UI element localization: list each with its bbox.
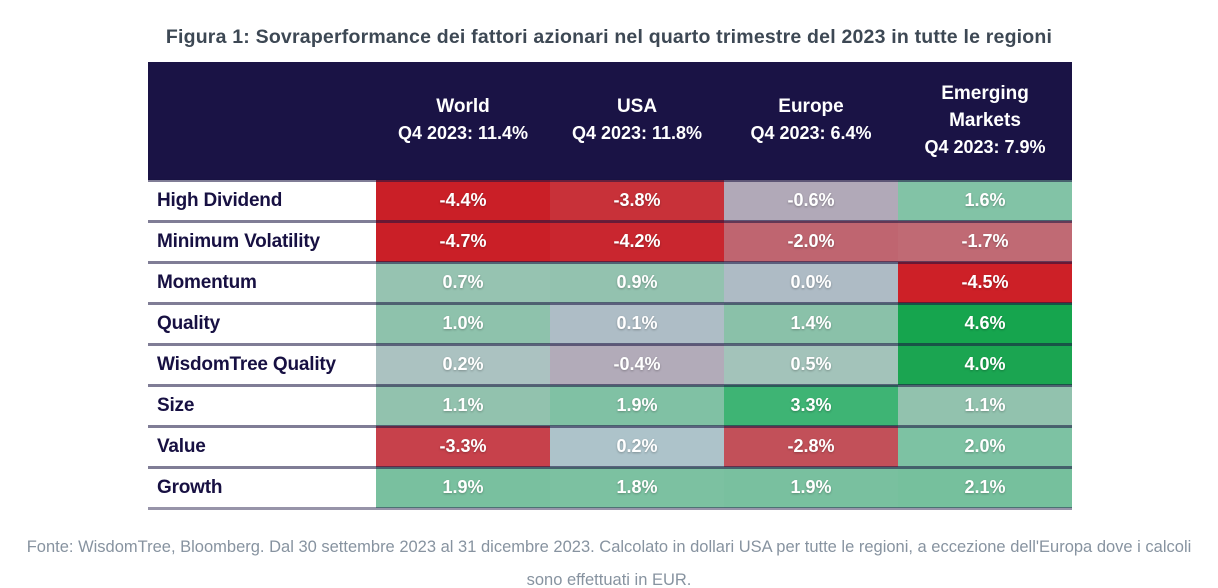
row-label-momentum: Momentum	[148, 260, 376, 303]
cell-value: 1.0%	[376, 301, 550, 344]
header-world: World Q4 2023: 11.4%	[376, 62, 550, 180]
cell-value: -3.3%	[376, 424, 550, 467]
table-row: Quality 1.0% 0.1% 1.4% 4.6%	[148, 301, 1072, 344]
row-label-value: Value	[148, 424, 376, 467]
cell-value: 1.1%	[376, 383, 550, 426]
row-label-size: Size	[148, 383, 376, 426]
factor-performance-table: World Q4 2023: 11.4% USA Q4 2023: 11.8% …	[148, 62, 1072, 510]
cell-value: -2.8%	[724, 424, 898, 467]
header-usa: USA Q4 2023: 11.8%	[550, 62, 724, 180]
cell-value: -4.7%	[376, 219, 550, 262]
cell-value: 3.3%	[724, 383, 898, 426]
row-label-growth: Growth	[148, 465, 376, 508]
cell-value: -3.8%	[550, 178, 724, 221]
row-label-quality: Quality	[148, 301, 376, 344]
cell-value: 0.9%	[550, 260, 724, 303]
table-row: Growth 1.9% 1.8% 1.9% 2.1%	[148, 465, 1072, 508]
cell-value: 1.9%	[724, 465, 898, 508]
cell-value: 1.4%	[724, 301, 898, 344]
cell-value: 4.0%	[898, 342, 1072, 385]
table-row: Size 1.1% 1.9% 3.3% 1.1%	[148, 383, 1072, 426]
table-row: Momentum 0.7% 0.9% 0.0% -4.5%	[148, 260, 1072, 303]
cell-value: 0.5%	[724, 342, 898, 385]
header-europe: Europe Q4 2023: 6.4%	[724, 62, 898, 180]
header-world-return: Q4 2023: 11.4%	[397, 123, 529, 144]
table-row: High Dividend -4.4% -3.8% -0.6% 1.6%	[148, 178, 1072, 221]
header-world-label: World	[436, 96, 490, 118]
row-label-wisdomtree-quality: WisdomTree Quality	[148, 342, 376, 385]
header-corner-cell	[148, 62, 376, 180]
heatmap-table: World Q4 2023: 11.4% USA Q4 2023: 11.8% …	[148, 62, 1072, 510]
cell-value: 0.2%	[376, 342, 550, 385]
cell-value: 1.1%	[898, 383, 1072, 426]
cell-value: 1.9%	[376, 465, 550, 508]
cell-value: 4.6%	[898, 301, 1072, 344]
header-emerging-markets: Emerging Markets Q4 2023: 7.9%	[898, 62, 1072, 180]
row-label-minimum-volatility: Minimum Volatility	[148, 219, 376, 262]
cell-value: 0.2%	[550, 424, 724, 467]
header-row: World Q4 2023: 11.4% USA Q4 2023: 11.8% …	[148, 62, 1072, 180]
cell-value: 1.9%	[550, 383, 724, 426]
table-row: Value -3.3% 0.2% -2.8% 2.0%	[148, 424, 1072, 467]
cell-value: -0.6%	[724, 178, 898, 221]
table-row: Minimum Volatility -4.7% -4.2% -2.0% -1.…	[148, 219, 1072, 262]
cell-value: -4.5%	[898, 260, 1072, 303]
cell-value: 1.8%	[550, 465, 724, 508]
cell-value: 2.1%	[898, 465, 1072, 508]
cell-value: -4.4%	[376, 178, 550, 221]
cell-value: 0.7%	[376, 260, 550, 303]
source-note: Fonte: WisdomTree, Bloomberg. Dal 30 set…	[26, 538, 1192, 588]
cell-value: 0.0%	[724, 260, 898, 303]
cell-value: 1.6%	[898, 178, 1072, 221]
header-emerging-markets-return: Q4 2023: 7.9%	[924, 136, 1046, 157]
cell-value: 2.0%	[898, 424, 1072, 467]
cell-value: -2.0%	[724, 219, 898, 262]
figure-title: Figura 1: Sovraperformance dei fattori a…	[165, 26, 1053, 48]
row-label-high-dividend: High Dividend	[148, 178, 376, 221]
table-row: WisdomTree Quality 0.2% -0.4% 0.5% 4.0%	[148, 342, 1072, 385]
table-body: High Dividend -4.4% -3.8% -0.6% 1.6% Min…	[148, 178, 1072, 508]
header-europe-return: Q4 2023: 6.4%	[750, 123, 872, 144]
header-usa-label: USA	[616, 96, 658, 118]
cell-value: -0.4%	[550, 342, 724, 385]
header-usa-return: Q4 2023: 11.8%	[571, 123, 703, 144]
cell-value: -1.7%	[898, 219, 1072, 262]
cell-value: 0.1%	[550, 301, 724, 344]
cell-value: -4.2%	[550, 219, 724, 262]
header-emerging-markets-label: Emerging Markets	[941, 82, 1029, 131]
header-europe-label: Europe	[778, 96, 844, 118]
table-header: World Q4 2023: 11.4% USA Q4 2023: 11.8% …	[148, 62, 1072, 180]
